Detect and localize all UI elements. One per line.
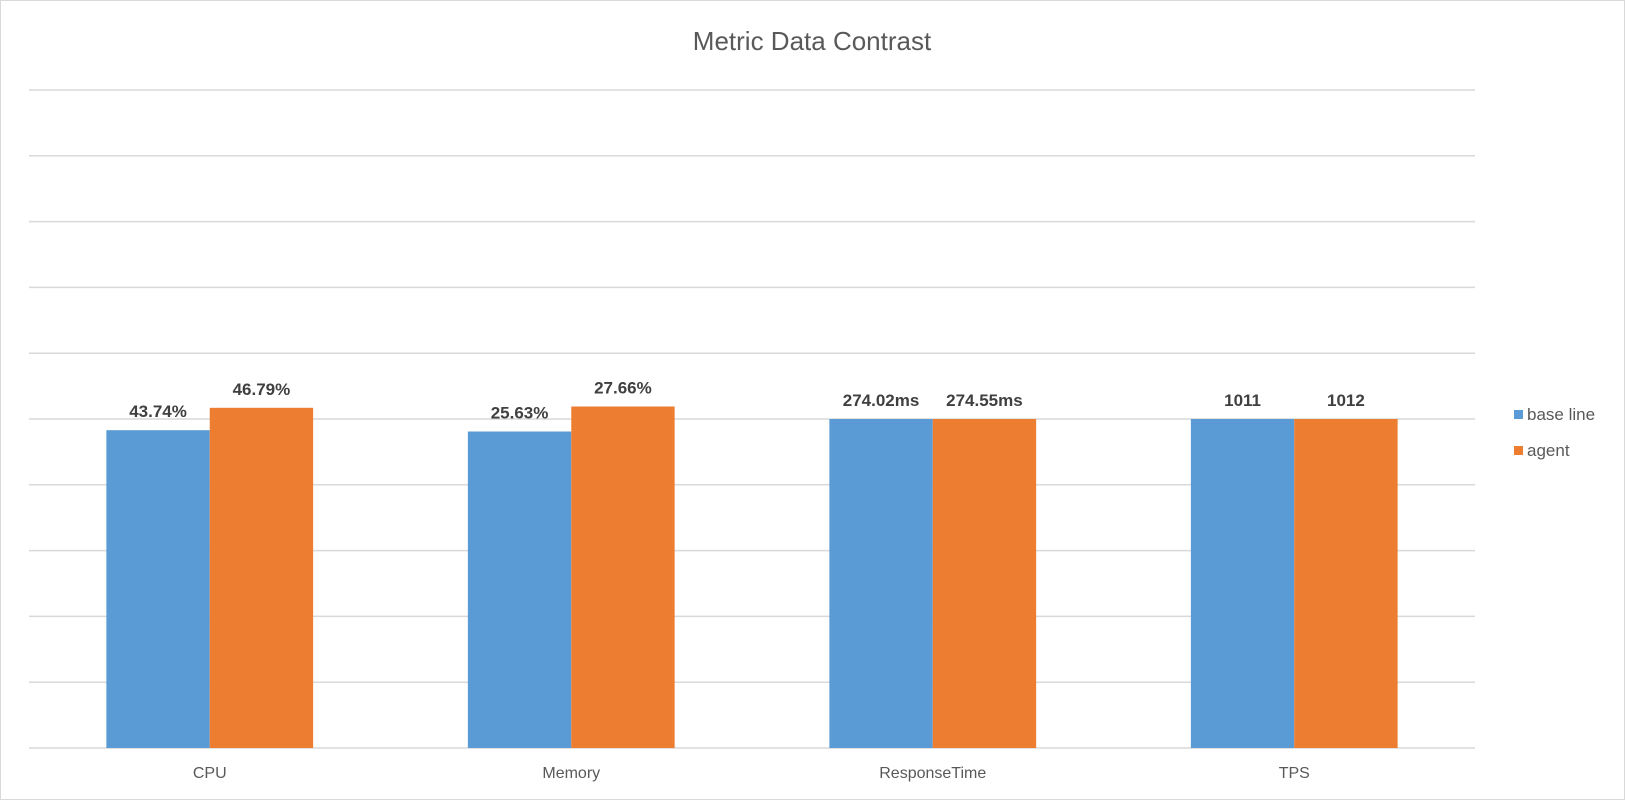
- bars: [106, 406, 1398, 748]
- bar-agent-responsetime[interactable]: [932, 419, 1037, 748]
- bar-agent-cpu[interactable]: [209, 407, 314, 748]
- data-label: 1011: [1224, 391, 1261, 410]
- x-tick-label: ResponseTime: [879, 765, 986, 782]
- x-tick-label: TPS: [1279, 765, 1310, 782]
- legend-item[interactable]: agent: [1514, 441, 1570, 460]
- data-label: 1012: [1327, 391, 1365, 410]
- bar-base-line-cpu[interactable]: [106, 430, 210, 748]
- data-label: 25.63%: [491, 404, 549, 423]
- legend-label: agent: [1527, 441, 1570, 460]
- data-label: 43.74%: [129, 402, 187, 421]
- bar-base-line-tps[interactable]: [1190, 419, 1295, 748]
- legend-label: base line: [1527, 405, 1595, 424]
- bar-base-line-responsetime[interactable]: [829, 419, 933, 748]
- bar-base-line-memory[interactable]: [467, 431, 572, 748]
- legend-swatch: [1514, 410, 1523, 419]
- data-label: 46.79%: [233, 380, 291, 399]
- data-label: 274.55ms: [946, 391, 1023, 410]
- data-labels: 43.74% 46.79% 25.63% 27.66% 274.02ms 274.55ms…: [129, 378, 1365, 422]
- legend[interactable]: base line agent: [1514, 405, 1595, 460]
- x-axis-tick-labels: CPU Memory ResponseTime TPS: [193, 765, 1310, 782]
- legend-swatch: [1514, 446, 1523, 455]
- bar-agent-memory[interactable]: [571, 406, 675, 748]
- data-label: 27.66%: [594, 378, 652, 397]
- legend-item[interactable]: base line: [1514, 405, 1595, 424]
- chart-title: Metric Data Contrast: [693, 26, 932, 56]
- x-tick-label: CPU: [193, 765, 227, 782]
- x-tick-label: Memory: [542, 765, 600, 782]
- bar-agent-tps[interactable]: [1294, 419, 1398, 748]
- data-label: 274.02ms: [843, 391, 920, 410]
